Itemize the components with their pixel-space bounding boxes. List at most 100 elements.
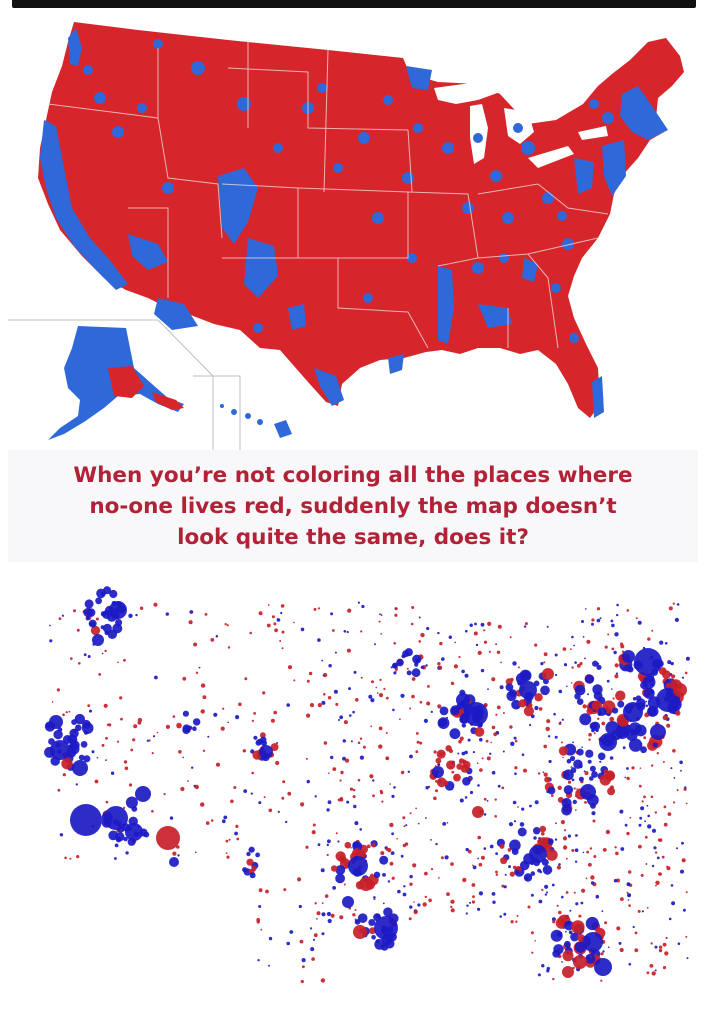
red-bubble — [226, 855, 230, 859]
red-bubble — [200, 683, 206, 688]
red-bubble — [436, 749, 446, 759]
blue-bubble — [486, 800, 489, 802]
red-bubble — [505, 678, 513, 686]
red-bubble — [96, 756, 99, 759]
red-bubble — [410, 622, 414, 626]
blue-bubble — [613, 879, 618, 883]
red-bubble — [571, 849, 575, 852]
blue-bubble — [465, 847, 469, 852]
blue-bubble — [125, 851, 129, 855]
blue-bubble — [85, 616, 90, 621]
red-bubble — [507, 848, 512, 852]
red-bubble — [667, 812, 672, 816]
red-bubble — [354, 909, 357, 911]
blue-bubble — [91, 750, 95, 754]
blue-bubble — [109, 601, 127, 619]
red-bubble — [490, 741, 493, 744]
red-bubble — [675, 710, 681, 716]
red-bubble — [571, 920, 585, 934]
blue-bubble — [169, 816, 174, 820]
blue-bubble — [561, 718, 564, 721]
blue-bubble — [373, 871, 381, 878]
blue-bubble — [595, 894, 600, 899]
blue-bubble — [534, 800, 539, 805]
blue-bubble — [193, 718, 201, 726]
red-bubble — [638, 784, 642, 788]
red-bubble — [584, 801, 587, 804]
red-bubble — [406, 667, 409, 670]
blue-bubble — [449, 728, 461, 740]
blue-bubble — [563, 663, 568, 667]
blue-bubble — [506, 690, 517, 702]
blue-bubble — [374, 916, 398, 940]
red-bubble — [228, 838, 231, 841]
blue-bubble — [519, 681, 537, 699]
blue-bubble — [125, 823, 143, 841]
blue-bubble — [407, 770, 410, 773]
red-bubble — [172, 851, 177, 856]
red-bubble — [339, 915, 344, 920]
blue-bubble — [601, 910, 604, 913]
red-bubble — [472, 806, 484, 818]
red-bubble — [523, 706, 535, 717]
blue-bubble — [606, 679, 610, 683]
blue-bubble — [502, 750, 505, 753]
blue-bubble — [115, 832, 125, 842]
blue-bubble — [596, 664, 602, 670]
red-bubble — [172, 715, 176, 718]
red-bubble — [612, 697, 615, 700]
blue-bubble — [400, 693, 405, 698]
red-bubble — [570, 682, 573, 684]
blue-bubble — [622, 746, 626, 750]
blue-bubble — [503, 885, 507, 889]
red-bubble — [120, 717, 123, 721]
red-bubble — [543, 652, 548, 657]
caption-line-2: no-one lives red, suddenly the map doesn… — [89, 493, 617, 519]
red-bubble — [51, 701, 54, 703]
red-bubble — [327, 696, 332, 700]
blue-bubble — [259, 745, 273, 759]
blue-bubble — [515, 870, 520, 875]
red-bubble — [515, 920, 518, 923]
red-bubble — [280, 604, 285, 608]
blue-bubble — [568, 930, 573, 935]
blue-bubble — [182, 710, 189, 717]
blue-bubble — [107, 629, 118, 639]
top-border — [12, 0, 696, 8]
blue-bubble — [95, 597, 102, 605]
red-bubble — [510, 920, 514, 924]
blue-bubble — [495, 643, 497, 646]
blue-bubble — [618, 941, 622, 945]
blue-bubble — [546, 625, 549, 628]
red-bubble — [267, 604, 270, 606]
blue-bubble — [654, 945, 658, 949]
red-bubble — [163, 793, 166, 796]
red-bubble — [311, 957, 315, 961]
blue-bubble — [599, 760, 602, 763]
red-bubble — [251, 865, 257, 872]
blue-bubble — [152, 735, 156, 738]
red-bubble — [626, 609, 630, 612]
red-bubble — [607, 633, 610, 636]
red-bubble — [488, 650, 491, 653]
blue-bubble — [521, 807, 525, 811]
red-bubble — [545, 726, 550, 732]
red-bubble — [662, 942, 667, 947]
red-bubble — [478, 862, 483, 867]
red-bubble — [165, 724, 170, 729]
red-bubble — [672, 602, 675, 605]
blue-bubble — [587, 693, 589, 696]
bubble-map-panel — [8, 562, 698, 1012]
blue-bubble — [676, 847, 678, 850]
blue-bubble — [559, 721, 562, 724]
blue-bubble — [546, 966, 550, 971]
red-bubble — [538, 837, 549, 848]
blue-bubble — [594, 958, 612, 976]
red-bubble — [544, 776, 551, 783]
red-bubble — [123, 806, 126, 809]
red-bubble — [210, 638, 215, 642]
red-bubble — [233, 786, 237, 789]
red-bubble — [62, 773, 66, 777]
blue-bubble — [546, 891, 549, 894]
red-bubble — [619, 947, 624, 953]
